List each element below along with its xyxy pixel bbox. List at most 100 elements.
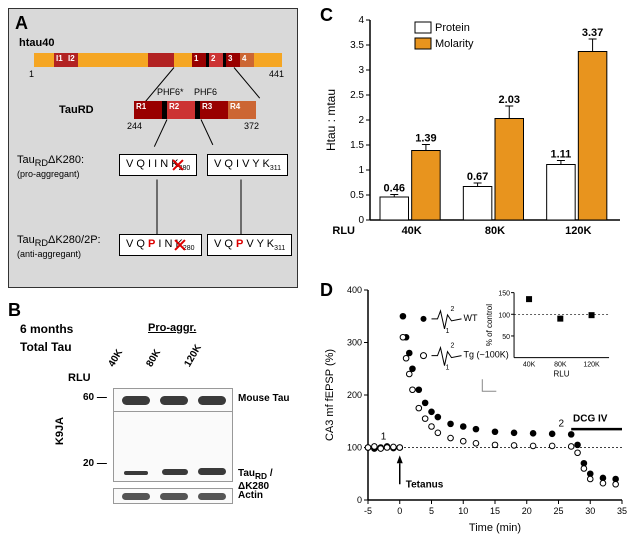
- connector-line: [201, 119, 214, 145]
- panel-d-label: D: [320, 280, 333, 301]
- b-rlu: RLU: [68, 372, 91, 384]
- svg-text:20: 20: [522, 506, 532, 516]
- svg-text:0: 0: [397, 506, 402, 516]
- svg-text:30: 30: [585, 506, 595, 516]
- connector-line: [154, 119, 168, 147]
- marker-60: 60 —: [83, 392, 107, 403]
- variant2-name: TauRDΔK280/2P:: [17, 234, 101, 248]
- svg-text:40K: 40K: [523, 362, 536, 369]
- svg-text:120K: 120K: [583, 362, 600, 369]
- svg-text:0: 0: [358, 215, 364, 226]
- svg-text:Htau : mtau: Htau : mtau: [324, 89, 338, 151]
- svg-text:4: 4: [358, 15, 364, 26]
- variant1-seq1: V Q I I N K280: [119, 154, 197, 176]
- svg-text:15: 15: [490, 506, 500, 516]
- svg-text:400: 400: [347, 285, 362, 295]
- blot-row1: [113, 388, 233, 412]
- connector-line: [241, 180, 242, 235]
- panel-d: D 0100200300400-505101520253035TetanusDC…: [320, 280, 630, 535]
- panel-a: A htau40 I1I21234 1 441 PHF6* PHF6 TauRD…: [8, 8, 298, 288]
- svg-text:120K: 120K: [565, 225, 591, 237]
- svg-text:Protein: Protein: [435, 22, 470, 34]
- svg-text:Tetanus: Tetanus: [406, 479, 444, 490]
- panel-c: C 0 0.5 1 1.5 2 2.5 3 3.5 4 Protein Molarity 0.46 1.…: [320, 5, 630, 265]
- antibody-label: K9JA: [54, 417, 66, 445]
- connector-line: [234, 67, 260, 98]
- variant1-seq2: V Q I V Y K311: [207, 154, 288, 176]
- svg-text:50: 50: [502, 334, 510, 341]
- svg-text:0: 0: [357, 495, 362, 505]
- svg-text:25: 25: [553, 506, 563, 516]
- svg-text:5: 5: [429, 506, 434, 516]
- svg-text:2: 2: [559, 419, 565, 430]
- svg-text:DCG IV: DCG IV: [573, 413, 608, 424]
- variant2-seq1: V Q P I N K280: [119, 234, 202, 256]
- variant2-sub: (anti-aggregant): [17, 249, 81, 259]
- variant2-seq2: V Q P V Y K311: [207, 234, 292, 256]
- svg-text:2: 2: [451, 306, 455, 313]
- svg-text:35: 35: [617, 506, 627, 516]
- svg-text:1.11: 1.11: [551, 149, 572, 161]
- svg-text:Tg (~100K): Tg (~100K): [464, 350, 509, 360]
- svg-text:-5: -5: [364, 506, 372, 516]
- svg-text:80K: 80K: [554, 362, 567, 369]
- svg-text:2: 2: [358, 115, 364, 126]
- svg-text:RLU: RLU: [554, 370, 570, 379]
- svg-text:0.5: 0.5: [350, 190, 364, 201]
- svg-text:1.39: 1.39: [415, 133, 436, 145]
- bar-chart-svg: 0 0.5 1 1.5 2 2.5 3 3.5 4 Protein Molarity 0.46 1.39…: [320, 5, 630, 260]
- svg-text:% of control: % of control: [485, 304, 494, 346]
- taurd-end: 372: [244, 121, 259, 131]
- timecourse-svg: 0100200300400-505101520253035TetanusDCG …: [320, 280, 630, 535]
- svg-text:1: 1: [358, 165, 364, 176]
- svg-text:100: 100: [347, 443, 362, 453]
- svg-text:0.67: 0.67: [467, 171, 488, 183]
- svg-text:RLU: RLU: [332, 225, 355, 237]
- taurd-label: TauRD: [59, 104, 94, 116]
- b-title2: Total Tau: [20, 340, 72, 354]
- svg-text:1: 1: [446, 365, 450, 372]
- svg-text:2: 2: [451, 343, 455, 350]
- panel-b: B 6 months Total Tau Pro-aggr. RLU 40K80…: [8, 300, 298, 530]
- svg-text:Molarity: Molarity: [435, 38, 474, 50]
- marker-20: 20 —: [83, 458, 107, 469]
- blot-row3: [113, 488, 233, 504]
- connector-line: [157, 180, 158, 235]
- svg-text:80K: 80K: [485, 225, 505, 237]
- b-group: Pro-aggr.: [148, 322, 196, 334]
- svg-text:40K: 40K: [402, 225, 422, 237]
- svg-text:10: 10: [458, 506, 468, 516]
- phf6star-label: PHF6*: [157, 87, 184, 97]
- svg-text:3: 3: [358, 65, 364, 76]
- svg-text:300: 300: [347, 338, 362, 348]
- svg-text:1: 1: [446, 328, 450, 335]
- svg-text:WT: WT: [464, 313, 478, 323]
- variant1-sub: (pro-aggregant): [17, 169, 80, 179]
- band2-label: TauRD /ΔK280: [238, 468, 298, 492]
- svg-text:150: 150: [498, 291, 510, 298]
- svg-text:1: 1: [381, 432, 387, 443]
- variant1-name: TauRDΔK280:: [17, 154, 84, 168]
- band3-label: Actin: [238, 490, 263, 501]
- htau40-start: 1: [29, 69, 34, 79]
- svg-text:CA3 mf fEPSP (%): CA3 mf fEPSP (%): [324, 349, 336, 441]
- panel-b-label: B: [8, 300, 21, 321]
- svg-text:3.37: 3.37: [582, 27, 603, 39]
- svg-text:Time (min): Time (min): [469, 522, 521, 534]
- panel-a-label: A: [15, 13, 28, 34]
- panel-c-label: C: [320, 5, 333, 26]
- htau40-end: 441: [269, 69, 284, 79]
- svg-text:1.5: 1.5: [350, 140, 364, 151]
- svg-text:0.46: 0.46: [384, 183, 405, 195]
- b-title1: 6 months: [20, 322, 73, 336]
- taurd-start: 244: [127, 121, 142, 131]
- htau40-label: htau40: [19, 37, 54, 49]
- svg-text:100: 100: [498, 312, 510, 319]
- svg-text:3.5: 3.5: [350, 40, 364, 51]
- svg-text:2.5: 2.5: [350, 90, 364, 101]
- svg-text:2.03: 2.03: [499, 94, 520, 106]
- blot-row2: [113, 412, 233, 482]
- band1-label: Mouse Tau: [238, 393, 289, 404]
- svg-text:200: 200: [347, 390, 362, 400]
- phf6-label: PHF6: [194, 87, 217, 97]
